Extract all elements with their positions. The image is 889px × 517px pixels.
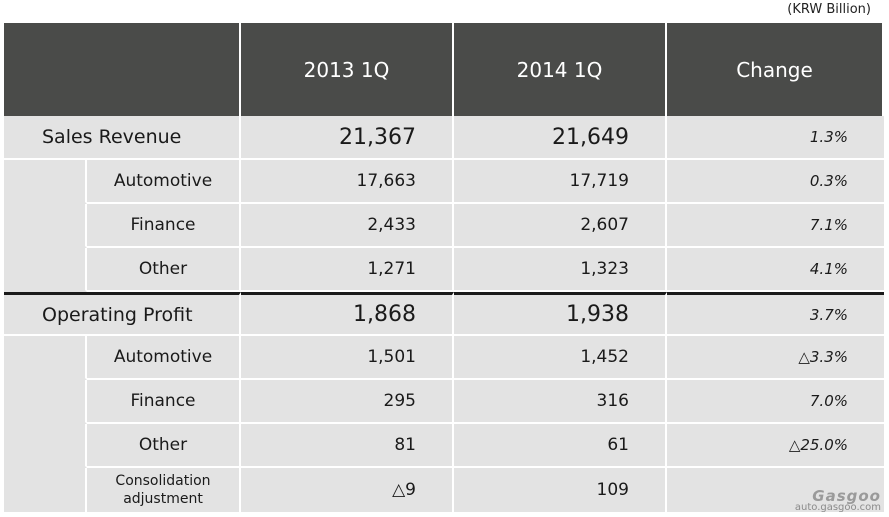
header-change: Change xyxy=(667,23,884,116)
sales-other-change: 4.1% xyxy=(667,248,884,292)
operating-profit-2013: 1,868 xyxy=(241,292,454,336)
sales-finance-2014: 2,607 xyxy=(454,204,667,248)
op-other-2014: 61 xyxy=(454,424,667,468)
row-label-consolidation-adjustment: Consolidation adjustment xyxy=(87,468,241,512)
financial-table: 2013 1Q 2014 1Q Change Sales Revenue 21,… xyxy=(4,23,884,515)
op-finance-change: 7.0% xyxy=(667,380,884,424)
row-label-operating-profit: Operating Profit xyxy=(4,292,241,336)
indent-cell xyxy=(4,336,87,380)
operating-profit-2014: 1,938 xyxy=(454,292,667,336)
sales-revenue-2014: 21,649 xyxy=(454,116,667,160)
watermark-logo: Gasgoo xyxy=(812,487,881,505)
row-label-sales-revenue: Sales Revenue xyxy=(4,116,241,160)
sales-finance-2013: 2,433 xyxy=(241,204,454,248)
op-automotive-2013: 1,501 xyxy=(241,336,454,380)
indent-cell xyxy=(4,160,87,204)
consolidation-line1: Consolidation xyxy=(115,473,211,489)
indent-cell xyxy=(4,248,87,292)
sales-revenue-2013: 21,367 xyxy=(241,116,454,160)
sales-other-2013: 1,271 xyxy=(241,248,454,292)
sales-automotive-2014: 17,719 xyxy=(454,160,667,204)
op-automotive-change: △3.3% xyxy=(667,336,884,380)
row-label-other: Other xyxy=(87,248,241,292)
op-finance-2013: 295 xyxy=(241,380,454,424)
indent-cell xyxy=(4,468,87,512)
row-label-other: Other xyxy=(87,424,241,468)
operating-profit-change: 3.7% xyxy=(667,292,884,336)
sales-revenue-change: 1.3% xyxy=(667,116,884,160)
consolidation-line2: adjustment xyxy=(123,491,203,507)
op-other-2013: 81 xyxy=(241,424,454,468)
sales-automotive-2013: 17,663 xyxy=(241,160,454,204)
row-label-automotive: Automotive xyxy=(87,336,241,380)
consolidation-change xyxy=(667,468,884,512)
header-blank xyxy=(4,23,241,116)
consolidation-2014: 109 xyxy=(454,468,667,512)
row-label-automotive: Automotive xyxy=(87,160,241,204)
indent-cell xyxy=(4,380,87,424)
header-2014: 2014 1Q xyxy=(454,23,667,116)
watermark-url: auto.gasgoo.com xyxy=(794,502,881,513)
op-other-change: △25.0% xyxy=(667,424,884,468)
unit-label: (KRW Billion) xyxy=(787,2,871,17)
row-label-finance: Finance xyxy=(87,204,241,248)
indent-cell xyxy=(4,424,87,468)
sales-finance-change: 7.1% xyxy=(667,204,884,248)
header-2013: 2013 1Q xyxy=(241,23,454,116)
watermark: Gasgoo auto.gasgoo.com xyxy=(794,487,881,514)
row-label-finance: Finance xyxy=(87,380,241,424)
sales-automotive-change: 0.3% xyxy=(667,160,884,204)
sales-other-2014: 1,323 xyxy=(454,248,667,292)
op-automotive-2014: 1,452 xyxy=(454,336,667,380)
consolidation-2013: △9 xyxy=(241,468,454,512)
op-finance-2014: 316 xyxy=(454,380,667,424)
indent-cell xyxy=(4,204,87,248)
